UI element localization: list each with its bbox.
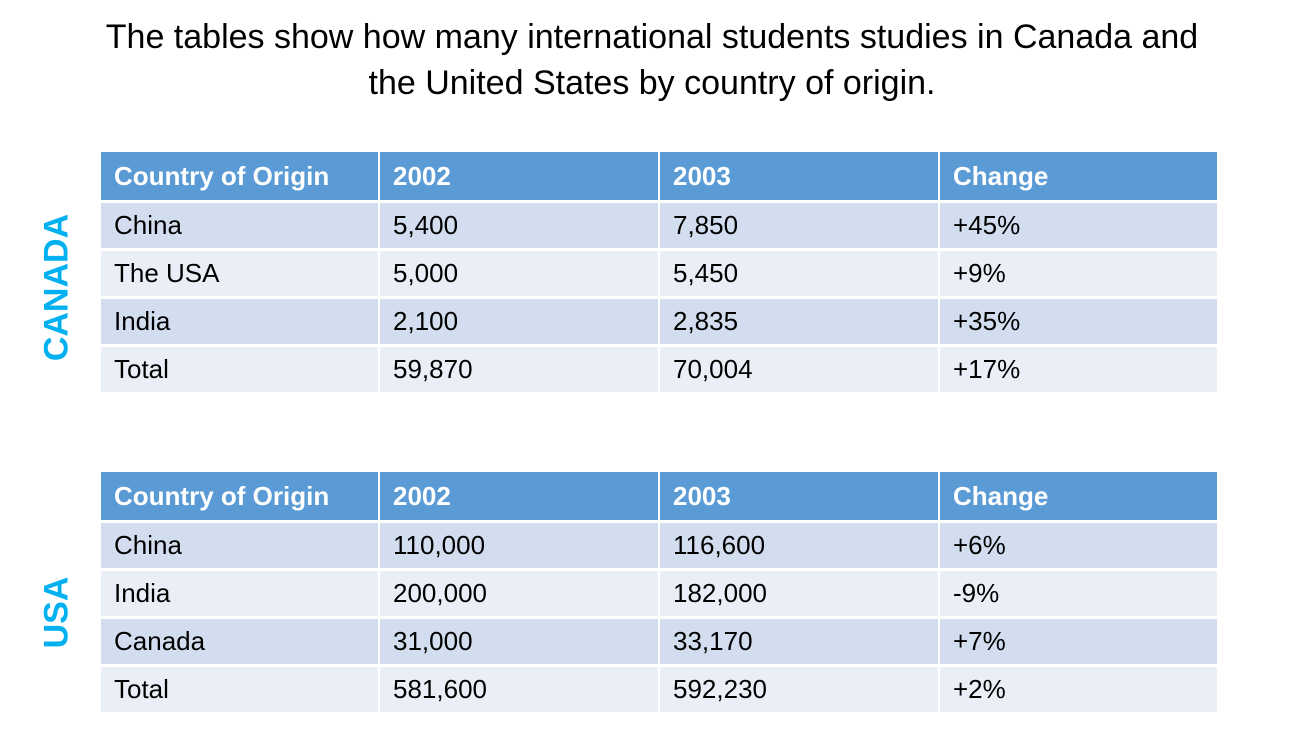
usa-table: Country of Origin 2002 2003 Change China 110… xyxy=(101,472,1219,715)
table-cell: Total xyxy=(101,347,380,395)
column-header: 2002 xyxy=(380,152,660,203)
slide-title: The tables show how many international s… xyxy=(0,14,1304,106)
canada-side-label: CANADA xyxy=(37,213,76,362)
table-cell: -9% xyxy=(940,571,1219,619)
table-row: Total 581,600 592,230 +2% xyxy=(101,667,1219,715)
table-row: Canada 31,000 33,170 +7% xyxy=(101,619,1219,667)
table-cell: 116,600 xyxy=(660,523,940,571)
table-cell: 592,230 xyxy=(660,667,940,715)
table-cell: +45% xyxy=(940,203,1219,251)
table-cell: +6% xyxy=(940,523,1219,571)
table-cell: 2,100 xyxy=(380,299,660,347)
table-cell: India xyxy=(101,299,380,347)
table-cell: 182,000 xyxy=(660,571,940,619)
table-cell: 7,850 xyxy=(660,203,940,251)
table-row: China 110,000 116,600 +6% xyxy=(101,523,1219,571)
table-cell: +2% xyxy=(940,667,1219,715)
table-cell: +9% xyxy=(940,251,1219,299)
table-cell: India xyxy=(101,571,380,619)
table-cell: 33,170 xyxy=(660,619,940,667)
table-cell: 2,835 xyxy=(660,299,940,347)
column-header: Change xyxy=(940,472,1219,523)
table-cell: China xyxy=(101,203,380,251)
table-cell: 5,450 xyxy=(660,251,940,299)
table-cell: China xyxy=(101,523,380,571)
column-header: 2003 xyxy=(660,152,940,203)
table-row: China 5,400 7,850 +45% xyxy=(101,203,1219,251)
table-row: India 200,000 182,000 -9% xyxy=(101,571,1219,619)
table-cell: 5,000 xyxy=(380,251,660,299)
column-header: 2002 xyxy=(380,472,660,523)
column-header: 2003 xyxy=(660,472,940,523)
table-cell: +35% xyxy=(940,299,1219,347)
table-row: The USA 5,000 5,450 +9% xyxy=(101,251,1219,299)
table-cell: Canada xyxy=(101,619,380,667)
table-cell: 200,000 xyxy=(380,571,660,619)
table-cell: 70,004 xyxy=(660,347,940,395)
usa-side-label: USA xyxy=(37,576,76,649)
table-cell: 59,870 xyxy=(380,347,660,395)
title-line-2: the United States by country of origin. xyxy=(368,64,936,102)
table-cell: +7% xyxy=(940,619,1219,667)
table-cell: Total xyxy=(101,667,380,715)
header-row: Country of Origin 2002 2003 Change xyxy=(101,152,1219,203)
table-cell: 5,400 xyxy=(380,203,660,251)
table-row: Total 59,870 70,004 +17% xyxy=(101,347,1219,395)
table-cell: +17% xyxy=(940,347,1219,395)
table-row: India 2,100 2,835 +35% xyxy=(101,299,1219,347)
title-line-1: The tables show how many international s… xyxy=(105,18,1199,56)
column-header: Change xyxy=(940,152,1219,203)
table-cell: The USA xyxy=(101,251,380,299)
column-header: Country of Origin xyxy=(101,472,380,523)
table-cell: 31,000 xyxy=(380,619,660,667)
canada-table: Country of Origin 2002 2003 Change China 5,4… xyxy=(101,152,1219,395)
table-cell: 581,600 xyxy=(380,667,660,715)
table-cell: 110,000 xyxy=(380,523,660,571)
header-row: Country of Origin 2002 2003 Change xyxy=(101,472,1219,523)
column-header: Country of Origin xyxy=(101,152,380,203)
